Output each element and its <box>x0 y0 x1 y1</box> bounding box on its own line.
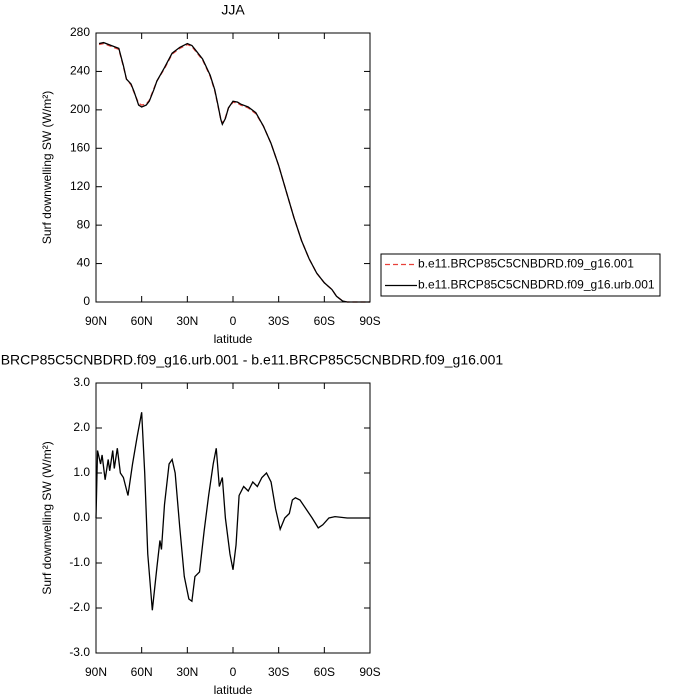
y-tick-label: 40 <box>77 256 91 270</box>
y-tick-label: 2.0 <box>73 420 90 434</box>
x-axis-label: latitude <box>214 332 253 346</box>
y-tick-label: 1.0 <box>73 465 90 479</box>
legend-box <box>380 253 661 297</box>
x-tick-label: 90N <box>85 314 107 328</box>
chart-title: JJA <box>221 2 245 18</box>
y-tick-label: 160 <box>70 140 90 154</box>
x-tick-label: 60N <box>131 665 153 679</box>
y-axis-label: Surf downwelling SW (W/m²) <box>40 91 54 244</box>
y-tick-label: 0 <box>83 294 90 308</box>
y-tick-label: 120 <box>70 179 90 193</box>
data-line <box>95 412 370 611</box>
x-tick-label: 0 <box>230 314 237 328</box>
y-tick-label: -1.0 <box>69 555 90 569</box>
x-tick-label: 0 <box>230 665 237 679</box>
y-tick-label: 80 <box>77 217 91 231</box>
chart-title: b.e11.BRCP85C5CNBDRD.f09_g16.urb.001 - b… <box>0 352 503 368</box>
y-tick-label: -2.0 <box>69 600 90 614</box>
plot-frame <box>95 32 371 303</box>
x-tick-label: 30N <box>176 665 198 679</box>
x-tick-label: 30S <box>268 314 289 328</box>
x-tick-label: 90S <box>359 665 380 679</box>
x-tick-label: 60N <box>131 314 153 328</box>
y-tick-label: -3.0 <box>69 645 90 659</box>
x-tick-label: 30S <box>268 665 289 679</box>
data-line <box>98 41 370 303</box>
legend-label: b.e11.BRCP85C5CNBDRD.f09_g16.001 <box>418 257 634 271</box>
x-tick-label: 60S <box>314 665 335 679</box>
y-tick-label: 200 <box>70 102 90 116</box>
x-tick-label: 60S <box>314 314 335 328</box>
x-tick-label: 90S <box>359 314 380 328</box>
x-axis-label: latitude <box>214 683 253 697</box>
y-axis-label: Surf downwelling SW (W/m²) <box>40 441 54 594</box>
y-tick-label: 3.0 <box>73 375 90 389</box>
y-tick-label: 280 <box>70 25 90 39</box>
data-line <box>98 42 370 303</box>
x-tick-label: 90N <box>85 665 107 679</box>
legend-label: b.e11.BRCP85C5CNBDRD.f09_g16.urb.001 <box>418 278 655 292</box>
y-tick-label: 240 <box>70 64 90 78</box>
plot-frame <box>95 382 371 654</box>
x-tick-label: 30N <box>176 314 198 328</box>
y-tick-label: 0.0 <box>73 510 90 524</box>
